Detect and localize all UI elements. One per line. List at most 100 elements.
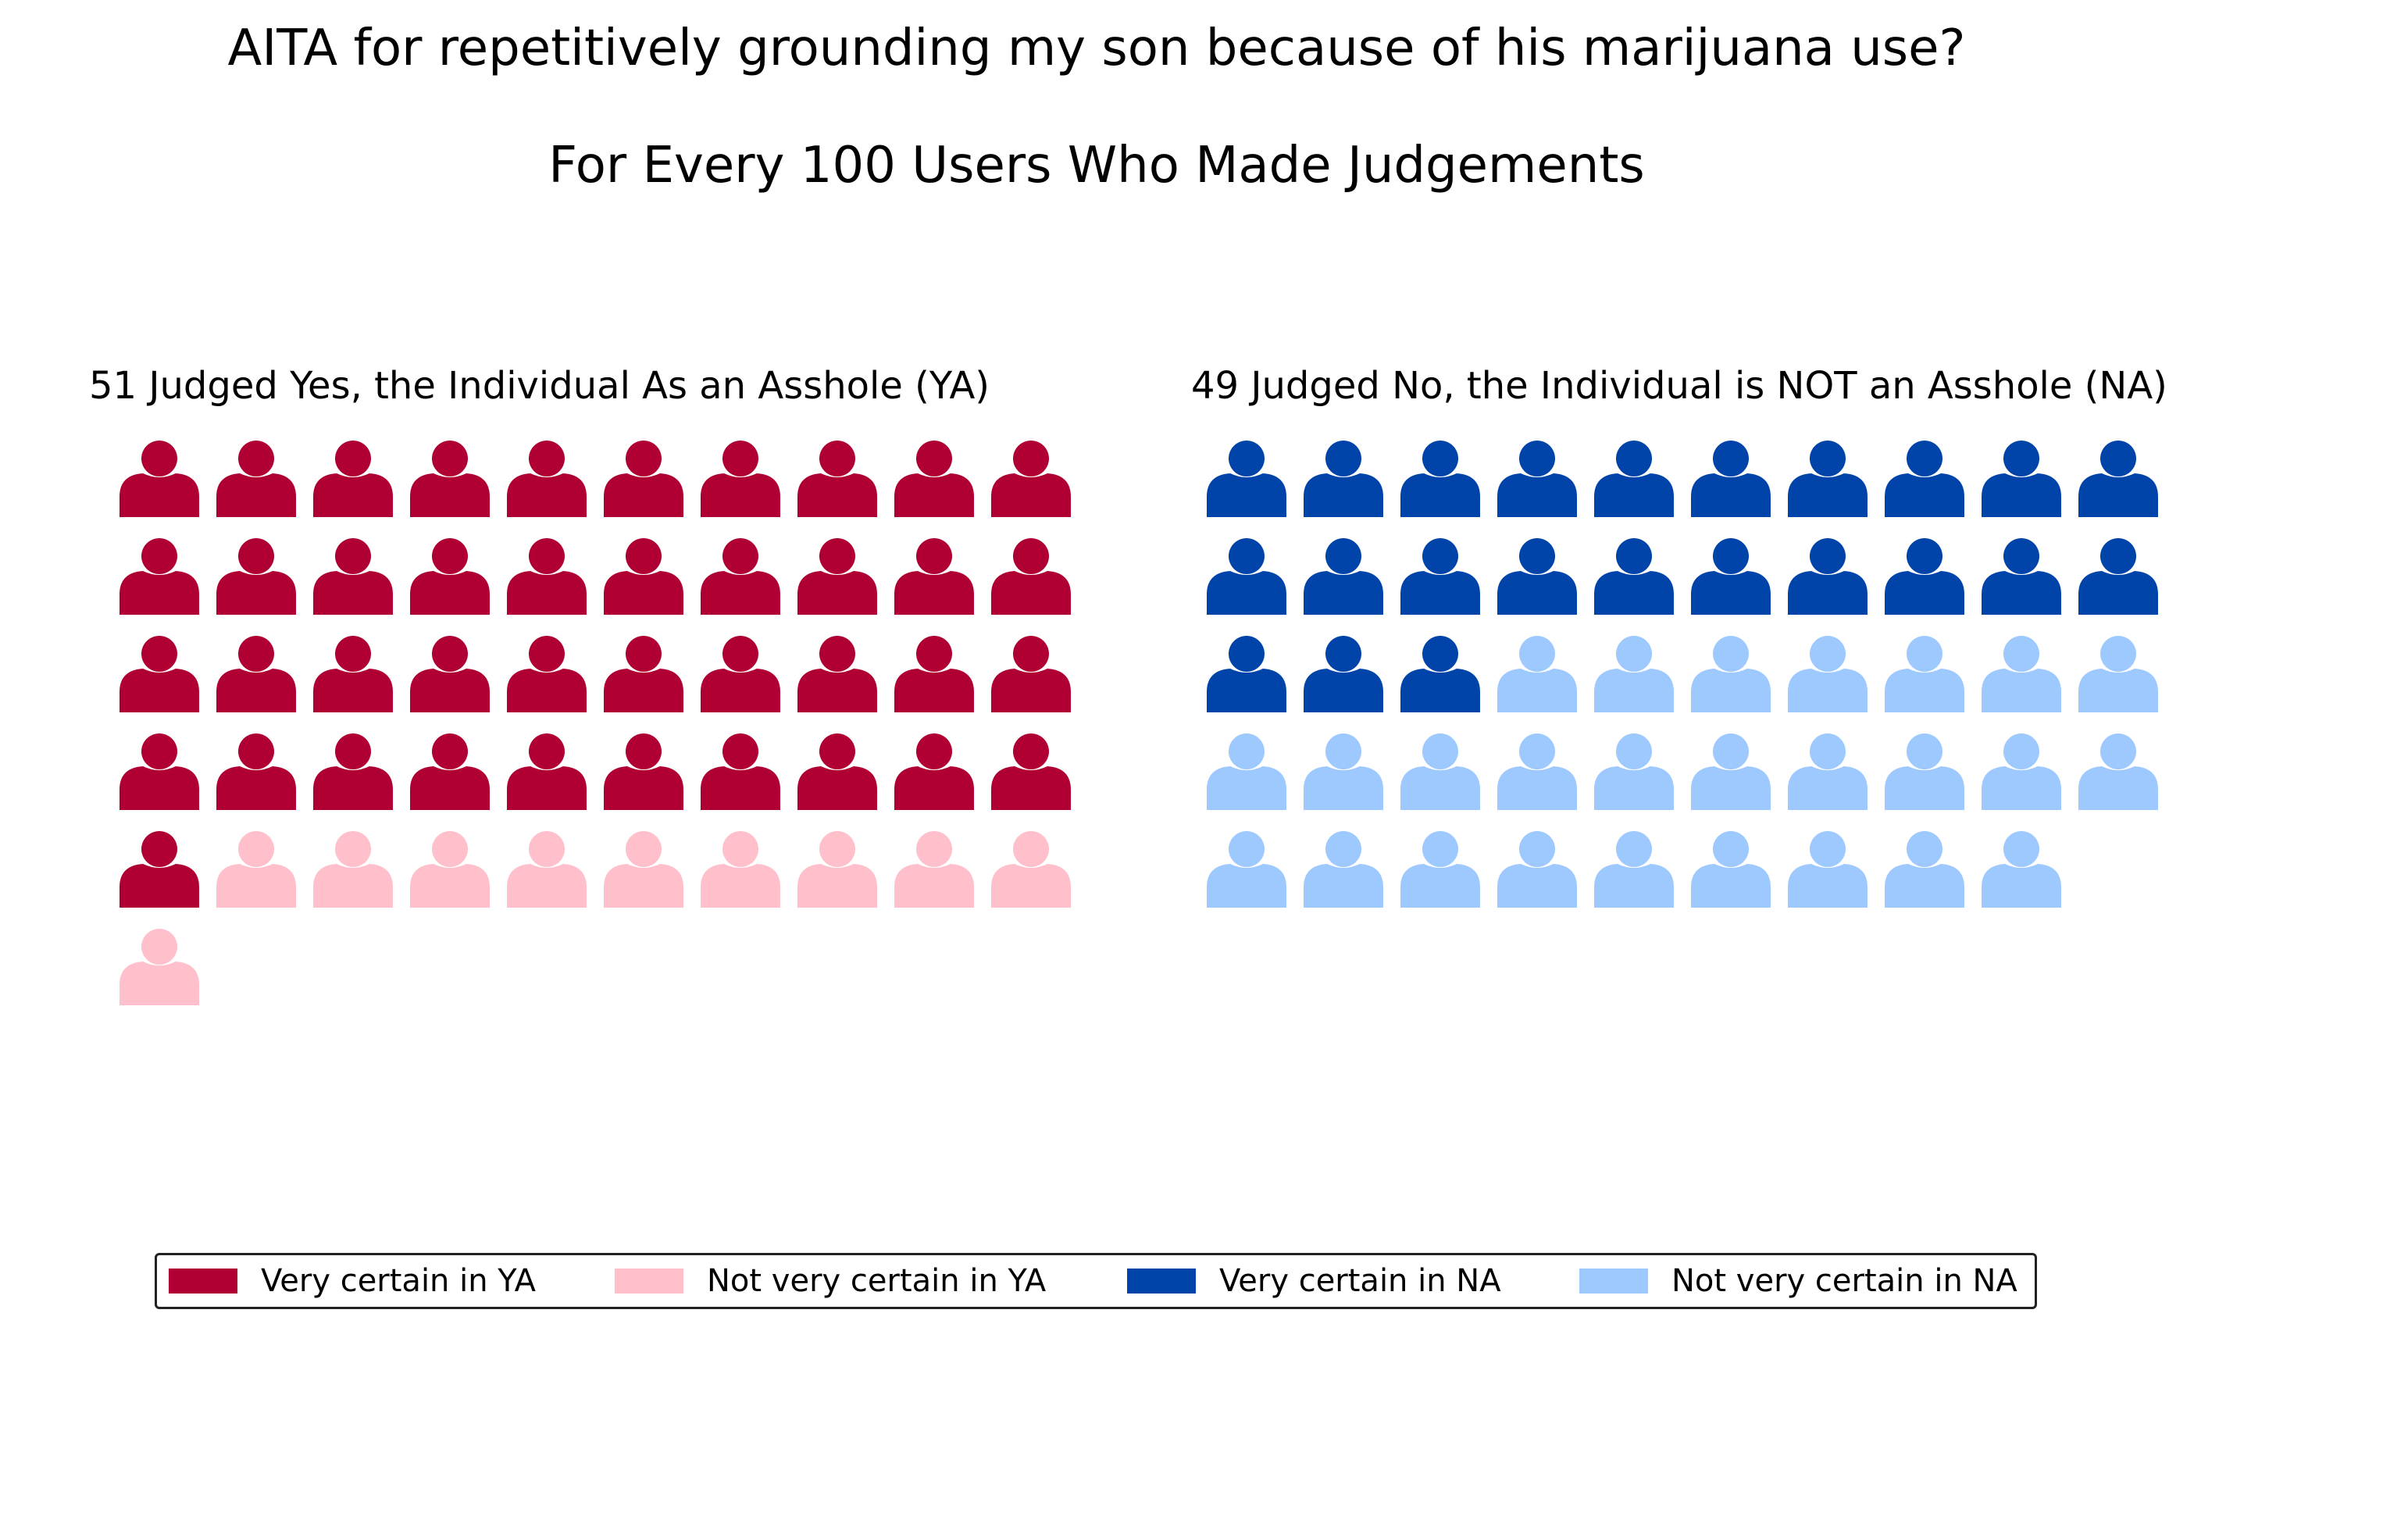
person-icon-very-certain-in-ya [894, 441, 974, 517]
person-icon-very-certain-in-na [1304, 441, 1383, 517]
person-icon-very-certain-in-na [2078, 441, 2158, 517]
person-icon-very-certain-in-ya [410, 441, 490, 517]
person-icon-not-very-certain-in-na [1594, 636, 1674, 712]
person-icon-very-certain-in-na [1497, 538, 1577, 615]
person-icon-very-certain-in-ya [991, 538, 1071, 615]
person-icon-very-certain-in-na [1400, 441, 1480, 517]
person-icon-very-certain-in-na [1400, 538, 1480, 615]
person-icon-very-certain-in-ya [604, 636, 683, 712]
person-icon-very-certain-in-ya [894, 733, 974, 810]
person-icon-not-very-certain-in-na [1497, 831, 1577, 908]
person-icon-not-very-certain-in-na [1207, 733, 1286, 810]
chart-title: AITA for repetitively grounding my son b… [227, 20, 1966, 77]
person-icon-not-very-certain-in-na [1594, 733, 1674, 810]
legend: Very certain in YA Not very certain in Y… [155, 1253, 2037, 1309]
person-icon-very-certain-in-ya [120, 441, 199, 517]
person-icon-very-certain-in-na [1982, 441, 2061, 517]
legend-swatch [169, 1269, 237, 1294]
person-icon-very-certain-in-ya [991, 636, 1071, 712]
person-icon-very-certain-in-ya [604, 441, 683, 517]
person-icon-very-certain-in-ya [701, 733, 780, 810]
legend-label: Very certain in NA [1219, 1263, 1501, 1299]
person-icon-not-very-certain-in-na [1982, 636, 2061, 712]
person-icon-very-certain-in-na [1400, 636, 1480, 712]
person-icon-very-certain-in-na [1207, 538, 1286, 615]
legend-label: Very certain in YA [261, 1263, 536, 1299]
person-icon-very-certain-in-ya [216, 538, 296, 615]
person-icon-very-certain-in-na [1304, 538, 1383, 615]
person-icon-not-very-certain-in-na [1788, 636, 1868, 712]
person-icon-not-very-certain-in-ya [604, 831, 683, 908]
person-icon-not-very-certain-in-na [1788, 733, 1868, 810]
legend-swatch [615, 1269, 683, 1294]
person-icon-very-certain-in-ya [120, 538, 199, 615]
person-icon-not-very-certain-in-ya [894, 831, 974, 908]
person-icon-not-very-certain-in-na [1788, 831, 1868, 908]
person-icon-very-certain-in-na [1497, 441, 1577, 517]
person-icon-not-very-certain-in-na [1400, 733, 1480, 810]
person-icon-not-very-certain-in-na [1594, 831, 1674, 908]
person-icon-not-very-certain-in-na [1400, 831, 1480, 908]
person-icon-very-certain-in-ya [701, 636, 780, 712]
person-icon-very-certain-in-ya [701, 441, 780, 517]
legend-item-not-very-certain-na: Not very certain in NA [1579, 1255, 2017, 1307]
person-icon-very-certain-in-na [1207, 441, 1286, 517]
person-icon-not-very-certain-in-ya [507, 831, 587, 908]
person-icon-very-certain-in-ya [313, 441, 393, 517]
person-icon-very-certain-in-ya [894, 538, 974, 615]
person-icon-very-certain-in-ya [797, 538, 877, 615]
person-icon-very-certain-in-na [1594, 441, 1674, 517]
person-icon-very-certain-in-na [1788, 538, 1868, 615]
person-icon-very-certain-in-ya [894, 636, 974, 712]
person-icon-very-certain-in-ya [313, 538, 393, 615]
person-icon-not-very-certain-in-na [1691, 733, 1771, 810]
person-icon-not-very-certain-in-na [1982, 733, 2061, 810]
person-icon-not-very-certain-in-na [1982, 831, 2061, 908]
person-icon-not-very-certain-in-ya [701, 831, 780, 908]
person-icon-not-very-certain-in-na [1691, 831, 1771, 908]
person-icon-very-certain-in-ya [313, 733, 393, 810]
person-icon-very-certain-in-ya [120, 733, 199, 810]
legend-label: Not very certain in YA [707, 1263, 1047, 1299]
person-icon-very-certain-in-ya [991, 441, 1071, 517]
person-icon-very-certain-in-na [1982, 538, 2061, 615]
person-icon-very-certain-in-ya [120, 831, 199, 908]
person-icon-very-certain-in-na [2078, 538, 2158, 615]
panel-label-ya: 51 Judged Yes, the Individual As an Assh… [89, 364, 990, 408]
person-icon-very-certain-in-ya [797, 636, 877, 712]
person-icon-very-certain-in-ya [797, 441, 877, 517]
person-icon-not-very-certain-in-ya [313, 831, 393, 908]
panel-label-na: 49 Judged No, the Individual is NOT an A… [1191, 364, 2167, 408]
person-icon-not-very-certain-in-ya [120, 929, 199, 1005]
person-icon-very-certain-in-ya [507, 441, 587, 517]
person-icon-not-very-certain-in-ya [991, 831, 1071, 908]
legend-item-very-certain-ya: Very certain in YA [169, 1255, 536, 1307]
person-icon-very-certain-in-na [1691, 538, 1771, 615]
person-icon-very-certain-in-na [1594, 538, 1674, 615]
person-icon-very-certain-in-ya [410, 538, 490, 615]
legend-swatch [1127, 1269, 1196, 1294]
person-icon-very-certain-in-ya [216, 636, 296, 712]
person-icon-very-certain-in-na [1885, 441, 1964, 517]
person-icon-not-very-certain-in-na [1885, 733, 1964, 810]
person-icon-very-certain-in-ya [216, 733, 296, 810]
person-icon-not-very-certain-in-na [1207, 831, 1286, 908]
person-icon-not-very-certain-in-na [1691, 636, 1771, 712]
legend-item-very-certain-na: Very certain in NA [1127, 1255, 1501, 1307]
person-icon-not-very-certain-in-na [1304, 831, 1383, 908]
person-icon-very-certain-in-ya [507, 636, 587, 712]
legend-item-not-very-certain-ya: Not very certain in YA [615, 1255, 1046, 1307]
person-icon-very-certain-in-na [1691, 441, 1771, 517]
person-icon-very-certain-in-ya [216, 441, 296, 517]
legend-swatch [1579, 1269, 1648, 1294]
person-icon-very-certain-in-ya [313, 636, 393, 712]
person-icon-very-certain-in-ya [797, 733, 877, 810]
person-icon-not-very-certain-in-na [1885, 831, 1964, 908]
person-icon-very-certain-in-ya [604, 733, 683, 810]
person-icon-very-certain-in-ya [991, 733, 1071, 810]
person-icon-very-certain-in-ya [410, 733, 490, 810]
person-icon-not-very-certain-in-na [1497, 636, 1577, 712]
person-icon-very-certain-in-ya [507, 733, 587, 810]
person-icon-very-certain-in-ya [410, 636, 490, 712]
